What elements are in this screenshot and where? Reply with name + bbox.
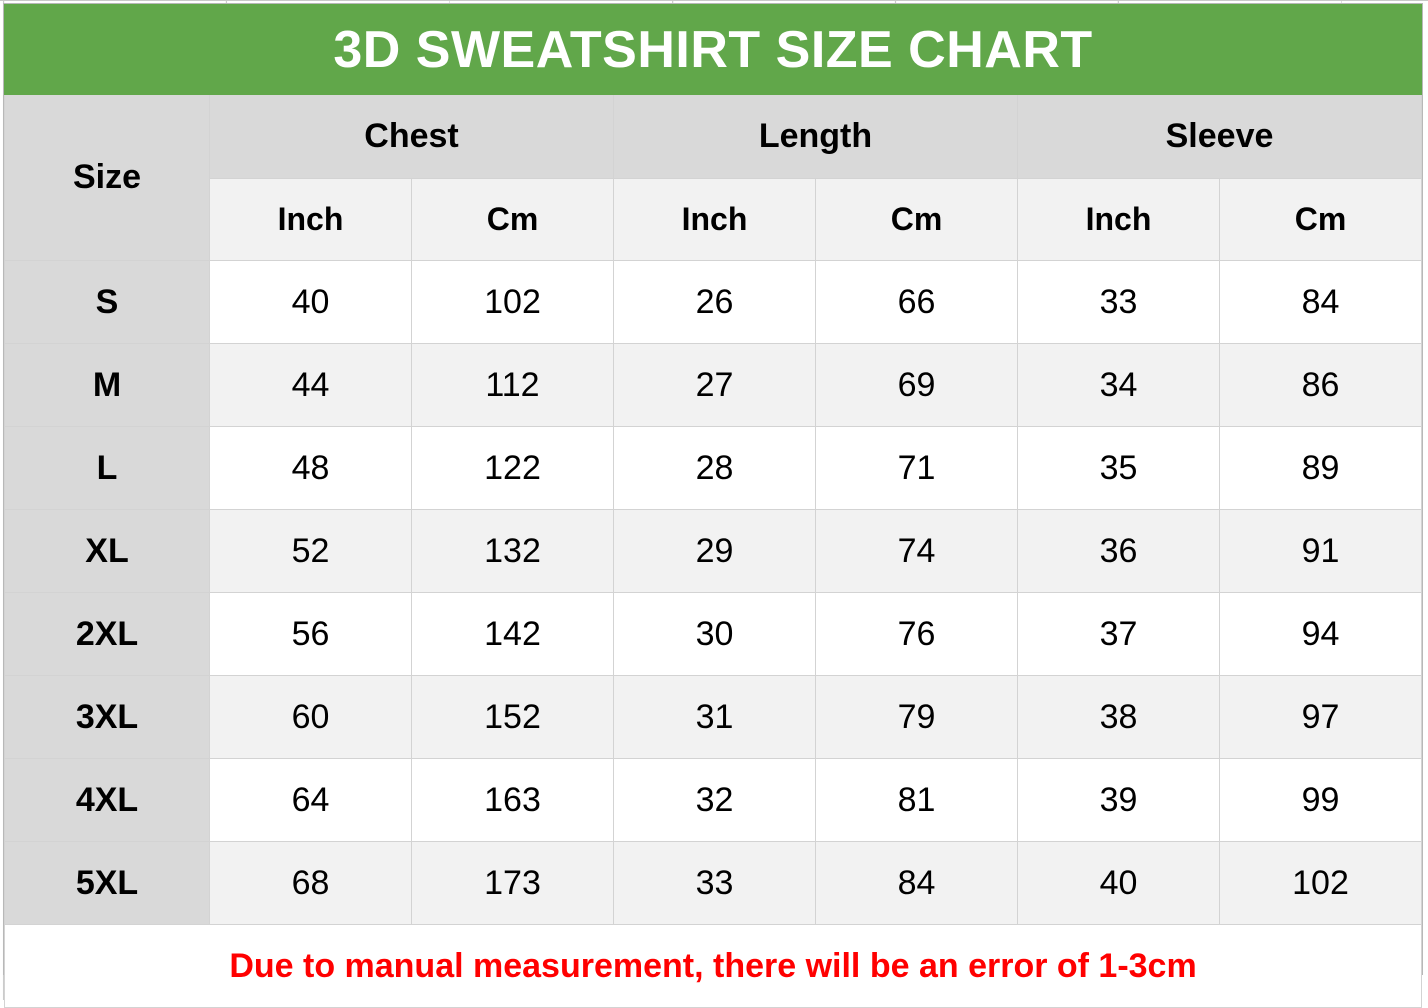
page-title: 3D SWEATSHIRT SIZE CHART <box>333 20 1093 79</box>
cell-sleeve-cm: 89 <box>1218 426 1423 510</box>
cell-chest-cm: 152 <box>411 675 614 759</box>
row-size-label: XL <box>4 509 210 593</box>
cell-chest-cm: 112 <box>411 343 614 427</box>
cell-chest-inch: 68 <box>209 841 412 925</box>
cell-chest-cm: 163 <box>411 758 614 842</box>
cell-length-cm: 76 <box>815 592 1018 676</box>
cell-length-inch: 30 <box>613 592 816 676</box>
header-group-length: Length <box>613 94 1018 179</box>
cell-sleeve-cm: 86 <box>1218 343 1423 427</box>
cell-length-inch: 28 <box>613 426 816 510</box>
group-header-row: Size Chest Length Sleeve <box>4 94 1423 261</box>
cell-length-cm: 74 <box>815 509 1018 593</box>
cell-sleeve-inch: 36 <box>1017 509 1220 593</box>
cell-chest-inch: 40 <box>209 260 412 344</box>
header-size: Size <box>4 94 210 261</box>
table-row: L 48 122 28 71 35 89 <box>4 426 1423 510</box>
cell-length-inch: 33 <box>613 841 816 925</box>
cell-chest-cm: 132 <box>411 509 614 593</box>
cell-chest-inch: 56 <box>209 592 412 676</box>
row-size-label: 2XL <box>4 592 210 676</box>
cell-sleeve-cm: 91 <box>1218 509 1423 593</box>
size-chart-frame: 3D SWEATSHIRT SIZE CHART Size Chest Leng… <box>3 3 1423 1008</box>
cell-sleeve-inch: 37 <box>1017 592 1220 676</box>
size-chart-table: 3D SWEATSHIRT SIZE CHART Size Chest Leng… <box>3 4 1423 1008</box>
cell-length-inch: 26 <box>613 260 816 344</box>
table-row: 4XL 64 163 32 81 39 99 <box>4 758 1423 842</box>
table-row: XL 52 132 29 74 36 91 <box>4 509 1423 593</box>
chart-title-cell: 3D SWEATSHIRT SIZE CHART <box>3 4 1423 95</box>
cell-sleeve-inch: 38 <box>1017 675 1220 759</box>
cell-length-inch: 27 <box>613 343 816 427</box>
cell-sleeve-cm: 94 <box>1218 592 1423 676</box>
cell-sleeve-cm: 84 <box>1218 260 1423 344</box>
cell-sleeve-inch: 34 <box>1017 343 1220 427</box>
header-group-sleeve: Sleeve <box>1016 94 1423 179</box>
table-row: S 40 102 26 66 33 84 <box>4 260 1423 344</box>
cell-chest-cm: 173 <box>411 841 614 925</box>
table-row: 2XL 56 142 30 76 37 94 <box>4 592 1423 676</box>
row-size-label: L <box>4 426 210 510</box>
cell-sleeve-inch: 40 <box>1017 841 1220 925</box>
footer-note-row: Due to manual measurement, there will be… <box>3 924 1423 1008</box>
measurement-note-cell: Due to manual measurement, there will be… <box>3 924 1423 1008</box>
cell-length-cm: 66 <box>815 260 1018 344</box>
row-size-label: M <box>4 343 210 427</box>
cell-length-cm: 79 <box>815 675 1018 759</box>
title-row: 3D SWEATSHIRT SIZE CHART <box>3 4 1423 95</box>
table-row: 5XL 68 173 33 84 40 102 <box>4 841 1423 925</box>
cell-chest-cm: 122 <box>411 426 614 510</box>
cell-chest-cm: 142 <box>411 592 614 676</box>
cell-length-inch: 31 <box>613 675 816 759</box>
cell-sleeve-inch: 39 <box>1017 758 1220 842</box>
header-length-cm: Cm <box>815 178 1018 261</box>
header-length-inch: Inch <box>613 178 816 261</box>
row-size-label: 5XL <box>4 841 210 925</box>
cell-length-cm: 71 <box>815 426 1018 510</box>
cell-chest-inch: 60 <box>209 675 412 759</box>
cell-length-cm: 84 <box>815 841 1018 925</box>
cell-sleeve-inch: 35 <box>1017 426 1220 510</box>
cell-chest-inch: 52 <box>209 509 412 593</box>
row-size-label: 4XL <box>4 758 210 842</box>
row-size-label: S <box>4 260 210 344</box>
cell-chest-inch: 48 <box>209 426 412 510</box>
header-group-chest: Chest <box>209 94 614 179</box>
header-chest-cm: Cm <box>411 178 614 261</box>
header-chest-inch: Inch <box>209 178 412 261</box>
table-row: 3XL 60 152 31 79 38 97 <box>4 675 1423 759</box>
row-size-label: 3XL <box>4 675 210 759</box>
cell-sleeve-inch: 33 <box>1017 260 1220 344</box>
unit-header-row: Inch Cm Inch Cm Inch Cm <box>5 178 1423 261</box>
cell-sleeve-cm: 102 <box>1218 841 1423 925</box>
measurement-note: Due to manual measurement, there will be… <box>229 946 1197 985</box>
cell-chest-inch: 64 <box>209 758 412 842</box>
cell-chest-cm: 102 <box>411 260 614 344</box>
cell-sleeve-cm: 97 <box>1218 675 1423 759</box>
cell-length-inch: 29 <box>613 509 816 593</box>
header-sleeve-cm: Cm <box>1218 178 1423 261</box>
cell-length-cm: 69 <box>815 343 1018 427</box>
cell-chest-inch: 44 <box>209 343 412 427</box>
cell-length-cm: 81 <box>815 758 1018 842</box>
header-sleeve-inch: Inch <box>1017 178 1220 261</box>
table-row: M 44 112 27 69 34 86 <box>4 343 1423 427</box>
cell-length-inch: 32 <box>613 758 816 842</box>
cell-sleeve-cm: 99 <box>1218 758 1423 842</box>
